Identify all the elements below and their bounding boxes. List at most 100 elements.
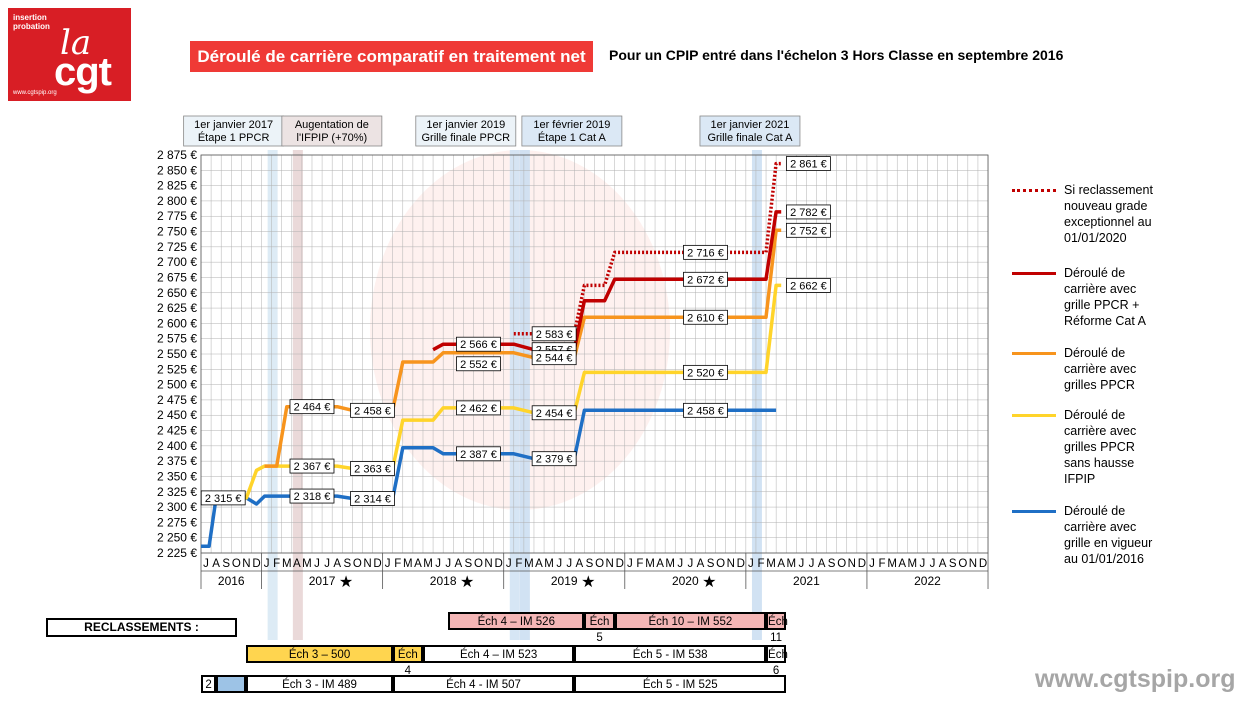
reclassements-label: RECLASSEMENTS : — [46, 618, 237, 637]
x-month-label: N — [727, 558, 735, 570]
x-month-label: N — [848, 558, 856, 570]
x-month-label: M — [786, 558, 796, 570]
x-month-label: S — [222, 558, 230, 570]
y-tick-label: 2 875 € — [157, 148, 197, 162]
value-label: 2 672 € — [687, 274, 724, 286]
reclassement-cell: Éch 5 — [584, 612, 615, 644]
x-month-label: A — [454, 558, 462, 570]
x-month-label: M — [887, 558, 897, 570]
value-label-box — [786, 204, 831, 220]
reclassement-cell — [216, 675, 247, 693]
y-tick-label: 2 550 € — [157, 347, 197, 361]
reclassement-cell: Éch 5 - IM 525 — [574, 675, 787, 693]
annotation-box — [281, 115, 383, 147]
annotation-line1: Augentation de — [295, 119, 369, 131]
legend-swatch — [1012, 414, 1056, 417]
legend-swatch — [1012, 189, 1056, 192]
reclassement-cell: Éch 10 – IM 552 — [614, 612, 767, 630]
x-month-label: F — [515, 558, 522, 570]
x-month-label: N — [363, 558, 371, 570]
x-month-label: S — [949, 558, 957, 570]
x-month-label: A — [333, 558, 341, 570]
value-label: 2 379 € — [536, 454, 573, 466]
value-label-box — [289, 458, 335, 474]
x-month-label: A — [818, 558, 826, 570]
value-label: 2 314 € — [354, 494, 391, 506]
value-label-box — [786, 278, 831, 293]
logo-url: www.cgtspip.org — [13, 90, 57, 96]
x-month-label: A — [212, 558, 220, 570]
value-label: 2 363 € — [354, 464, 391, 476]
value-label: 2 782 € — [790, 207, 827, 219]
annotation-band — [509, 150, 520, 640]
y-tick-label: 2 600 € — [157, 316, 197, 330]
x-month-label: F — [273, 558, 280, 570]
x-month-label: S — [707, 558, 715, 570]
annotation-line1: 1er janvier 2017 — [194, 119, 273, 131]
footer-url[interactable]: www.cgtspip.org — [1035, 665, 1236, 693]
value-label-box — [531, 405, 577, 421]
y-tick-label: 2 425 € — [157, 424, 197, 438]
x-month-label: J — [930, 558, 936, 570]
value-label-box — [350, 491, 395, 506]
annotation-band — [751, 150, 762, 640]
y-tick-label: 2 825 € — [157, 179, 197, 193]
x-month-label: O — [837, 558, 846, 570]
x-month-label: M — [665, 558, 675, 570]
x-month-label: J — [264, 558, 270, 570]
y-tick-label: 2 325 € — [157, 485, 197, 499]
value-label-box — [531, 451, 577, 467]
x-year-label: 2017 — [309, 574, 336, 588]
x-month-label: D — [616, 558, 624, 570]
y-tick-label: 2 350 € — [157, 469, 197, 483]
y-tick-label: 2 275 € — [157, 515, 197, 529]
x-month-label: A — [777, 558, 785, 570]
x-month-label: D — [858, 558, 866, 570]
x-month-label: M — [282, 558, 292, 570]
y-tick-label: 2 225 € — [157, 546, 197, 560]
annotation-box — [699, 115, 801, 147]
x-month-label: J — [435, 558, 441, 570]
x-month-label: F — [394, 558, 401, 570]
y-tick-label: 2 750 € — [157, 225, 197, 239]
x-month-label: D — [494, 558, 502, 570]
reclassement-cell: Éch 5 - IM 538 — [574, 645, 767, 663]
value-label-box — [200, 490, 246, 506]
value-label: 2 315 € — [205, 493, 242, 505]
x-month-label: M — [423, 558, 433, 570]
value-label-box — [786, 156, 831, 171]
y-tick-label: 2 625 € — [157, 301, 197, 315]
chart-subtitle: Pour un CPIP entré dans l'échelon 3 Hors… — [609, 47, 1064, 63]
x-month-label: M — [302, 558, 312, 570]
reclassement-cell: Éch 4 — [392, 645, 423, 677]
legend-label: Si reclassement nouveau grade exceptionn… — [1064, 183, 1153, 245]
reclassement-cell: Éch 4 - IM 507 — [392, 675, 575, 693]
x-year-label: 2022 — [914, 574, 941, 588]
value-label-box — [683, 309, 728, 325]
x-month-label: M — [524, 558, 534, 570]
x-month-label: A — [293, 558, 301, 570]
y-tick-label: 2 525 € — [157, 362, 197, 376]
annotation-band — [292, 150, 303, 640]
annotation-line1: 1er février 2019 — [533, 119, 610, 131]
x-month-label: J — [627, 558, 633, 570]
x-month-label: J — [869, 558, 875, 570]
x-year-label: 2020 — [672, 574, 699, 588]
x-month-label: N — [605, 558, 613, 570]
x-month-label: J — [324, 558, 330, 570]
x-month-label: D — [252, 558, 260, 570]
value-label: 2 458 € — [687, 405, 724, 417]
value-label: 2 387 € — [460, 449, 497, 461]
reclassement-cell: Éch 4 – IM 523 — [422, 645, 575, 663]
x-month-label: A — [576, 558, 584, 570]
year-star-icon: ★ — [702, 572, 716, 591]
annotation-line2: l'IFPIP (+70%) — [297, 132, 368, 144]
reclassement-cell: Éch 4 – IM 526 — [448, 612, 585, 630]
x-year-label: 2016 — [218, 574, 245, 588]
annotation-box — [521, 115, 623, 147]
value-label-box — [683, 364, 728, 380]
logo-cgt: cgt — [54, 50, 112, 94]
legend-swatch — [1012, 272, 1056, 275]
value-label: 2 454 € — [536, 408, 573, 420]
